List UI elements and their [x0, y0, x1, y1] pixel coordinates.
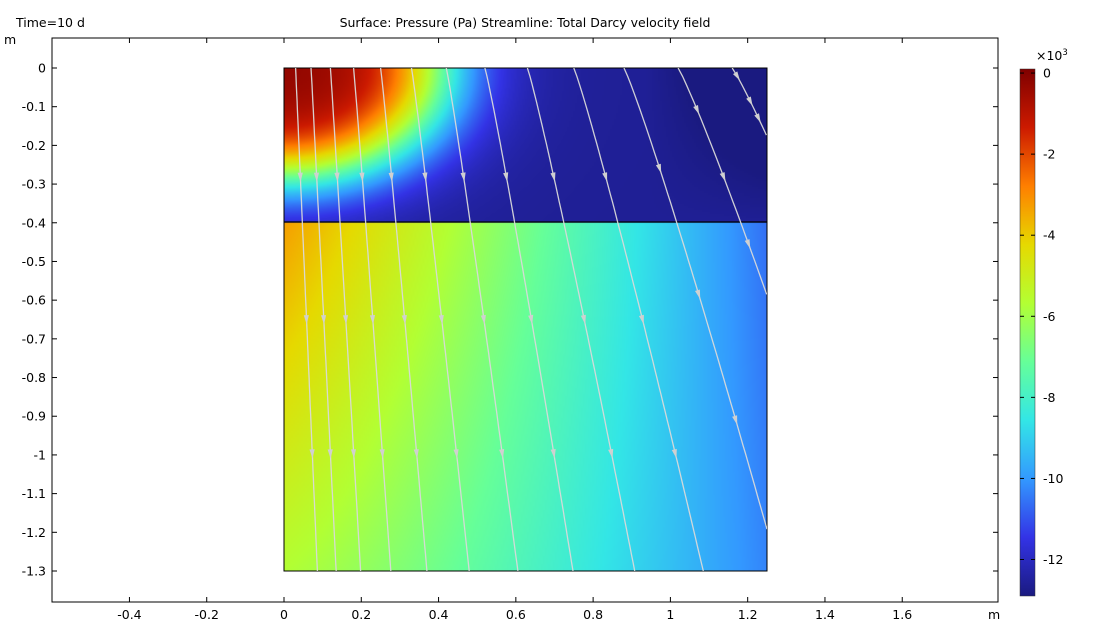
- colorbar-tick-label: 0: [1043, 66, 1051, 81]
- y-tick-label: -1.2: [22, 525, 46, 540]
- streamline-arrow: [313, 172, 319, 182]
- domain-outline: [283, 67, 768, 572]
- y-tick-label: -1.3: [22, 564, 46, 579]
- y-tick-label: -0.7: [22, 331, 46, 346]
- colorbar-multiplier-exp: 3: [1062, 48, 1067, 58]
- plot-title: Surface: Pressure (Pa) Streamline: Total…: [340, 15, 711, 30]
- streamline-arrow: [655, 163, 662, 174]
- streamline-arrow: [608, 448, 614, 459]
- y-tick-label: -0.3: [22, 177, 46, 192]
- streamline-arrow: [297, 172, 303, 182]
- y-tick-label: -1.1: [22, 486, 46, 501]
- streamline-arrow: [671, 448, 677, 459]
- streamline-arrow: [321, 315, 327, 325]
- streamline-arrow: [334, 172, 340, 182]
- streamline-arrow: [754, 113, 761, 123]
- streamline-arrow: [327, 449, 333, 459]
- streamline-arrow: [503, 172, 509, 182]
- colorbar-tick-label: -4: [1043, 228, 1056, 243]
- x-tick-label: 0: [280, 607, 288, 622]
- streamline-arrow: [359, 172, 365, 182]
- streamline-arrow: [733, 71, 740, 81]
- y-tick-label: -0.2: [22, 138, 46, 153]
- x-tick-label: 1: [666, 607, 674, 622]
- streamline-arrow: [388, 172, 394, 182]
- streamline-arrow: [550, 172, 556, 182]
- streamline-arrow: [499, 449, 505, 459]
- streamline-arrow: [460, 172, 466, 182]
- x-tick-label: 0.2: [351, 607, 371, 622]
- y-tick-label: -0.6: [22, 293, 46, 308]
- streamline-arrow: [638, 314, 644, 325]
- streamline-arrow: [580, 314, 586, 325]
- colorbar-tick-label: -12: [1043, 552, 1063, 567]
- colorbar-ticks: 0 -2 -4 -6 -8 -10 -12: [1020, 66, 1063, 567]
- pressure-field-image: [284, 68, 767, 571]
- streamline-arrow: [744, 239, 751, 249]
- streamline-arrow: [480, 314, 486, 325]
- colorbar-tick-label: -6: [1043, 309, 1056, 324]
- streamline-arrow: [379, 449, 385, 459]
- colorbar-multiplier: ×103: [1036, 48, 1068, 63]
- x-tick-label: 0.6: [506, 607, 526, 622]
- colorbar-tick-label: -8: [1043, 390, 1056, 405]
- streamline-arrow: [413, 449, 419, 459]
- y-tick-label: -1: [34, 447, 46, 462]
- y-axis-unit: m: [4, 32, 16, 47]
- streamline-arrow: [719, 172, 726, 182]
- streamline-arrow: [303, 315, 309, 325]
- x-tick-label: -0.4: [117, 607, 141, 622]
- colorbar-multiplier-base: ×10: [1036, 48, 1062, 63]
- colorbar: ×103 0 -2 -4 -6 -8 -10 -12: [1019, 48, 1068, 597]
- pressure-heatmap: [284, 68, 767, 571]
- y-tick-label: -0.1: [22, 99, 46, 114]
- y-tick-label: -0.4: [22, 215, 46, 230]
- colorbar-tick-label: -2: [1043, 147, 1055, 162]
- x-axis: -0.4 -0.2 0 0.2 0.4 0.6 0.8 1 1.2 1.4 1.6: [117, 38, 912, 622]
- streamlines-group: [294, 68, 767, 571]
- y-tick-label: -0.9: [22, 409, 46, 424]
- streamline-arrow: [369, 315, 375, 325]
- x-tick-label: 1.6: [892, 607, 912, 622]
- y-tick-label: -0.8: [22, 370, 46, 385]
- streamline-arrow: [528, 314, 534, 325]
- x-tick-label: 0.4: [429, 607, 449, 622]
- y-tick-label: -0.5: [22, 254, 46, 269]
- y-tick-label: 0: [38, 61, 46, 76]
- colorbar-tick-label: -10: [1043, 471, 1063, 486]
- plot-frame: [51, 37, 999, 603]
- x-tick-label: 0.8: [583, 607, 603, 622]
- streamline-arrow: [693, 105, 700, 115]
- y-axis: 0 -0.1 -0.2 -0.3 -0.4 -0.5 -0.6 -0.7 -0.8 -0.9 -1 -…: [22, 61, 998, 579]
- streamline-arrow: [732, 415, 738, 425]
- streamline-arrow: [438, 315, 444, 325]
- colorbar-bar: [1019, 68, 1036, 597]
- streamline-arrow: [350, 449, 356, 459]
- streamline-arrow: [602, 172, 608, 182]
- x-tick-label: -0.2: [195, 607, 219, 622]
- streamline-arrow: [550, 449, 556, 459]
- streamline-arrow: [401, 315, 407, 325]
- x-axis-unit: m: [988, 607, 1000, 622]
- x-tick-label: 1.4: [815, 607, 835, 622]
- time-label: Time=10 d: [15, 15, 85, 30]
- x-tick-label: 1.2: [738, 607, 758, 622]
- streamline-arrow: [309, 449, 315, 459]
- streamline-arrow: [422, 172, 428, 182]
- streamline-arrow: [343, 315, 349, 325]
- streamline-arrow: [695, 289, 701, 300]
- streamline-arrow: [453, 449, 459, 459]
- streamline-arrow: [746, 96, 753, 106]
